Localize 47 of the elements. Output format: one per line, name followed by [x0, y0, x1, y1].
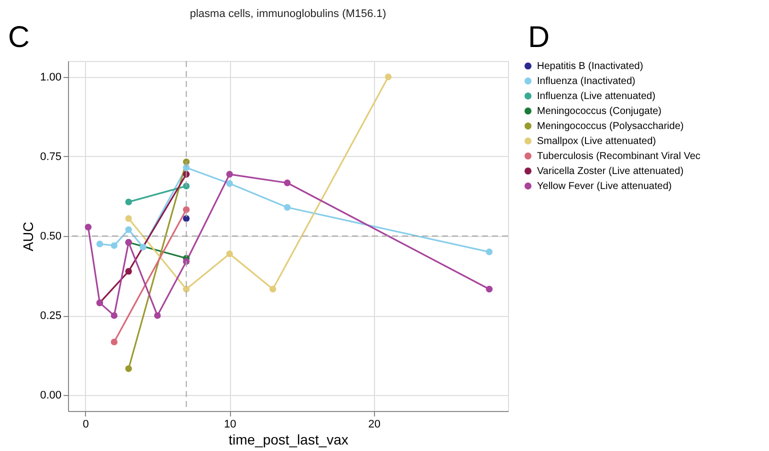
point: [110, 242, 118, 249]
legend-label: Meningococcus (Polysaccharide): [537, 121, 684, 132]
y-tick-label: 0.25: [40, 310, 62, 322]
point: [486, 248, 493, 256]
point: [110, 338, 118, 346]
legend-label: Tuberculosis (Recombinant Viral Vec: [537, 151, 700, 162]
y-tick-label: 0.50: [40, 230, 62, 242]
text: D: [528, 21, 550, 54]
x-tick-label: 0: [82, 418, 89, 430]
point: [84, 224, 92, 230]
point: [284, 180, 291, 186]
text: C: [8, 21, 30, 54]
point: [226, 180, 233, 187]
legend-label: Hepatitis B (Inactivated): [537, 61, 644, 72]
point: [182, 164, 190, 171]
point: [182, 286, 190, 292]
point: [284, 204, 291, 211]
point: [125, 226, 132, 233]
point: [270, 286, 276, 292]
chart-title: plasma cells, immunoglobulins (M156.1): [190, 8, 386, 20]
point: [226, 250, 233, 258]
point: [486, 286, 493, 292]
legend-label: Influenza (Inactivated): [537, 76, 636, 87]
point: [125, 215, 132, 222]
y-tick-label: 1.00: [40, 71, 62, 84]
point: [384, 74, 392, 80]
x-axis-title: time_post_last_vax: [228, 432, 348, 448]
y-tick-label: 0.75: [40, 150, 62, 163]
x-tick-label: 10: [224, 418, 236, 430]
point: [125, 365, 132, 372]
legend-label: Yellow Fever (Live attenuated): [537, 181, 672, 192]
point: [182, 206, 190, 213]
point: [125, 268, 132, 275]
point: [125, 198, 132, 206]
point: [140, 244, 146, 250]
legend-label: Meningococcus (Conjugate): [537, 106, 662, 117]
point: [110, 312, 118, 319]
y-tick-label: 0.00: [40, 390, 62, 402]
legend-label: Smallpox (Live attenuated): [537, 136, 656, 147]
x-tick-label: 20: [368, 418, 380, 430]
y-axis-title: AUC: [20, 222, 36, 252]
point: [182, 215, 190, 222]
point: [226, 170, 233, 178]
point: [154, 312, 161, 319]
legend-label: Varicella Zoster (Live attenuated): [537, 166, 684, 177]
point: [96, 240, 104, 248]
legend-label: Influenza (Live attenuated): [537, 91, 656, 102]
